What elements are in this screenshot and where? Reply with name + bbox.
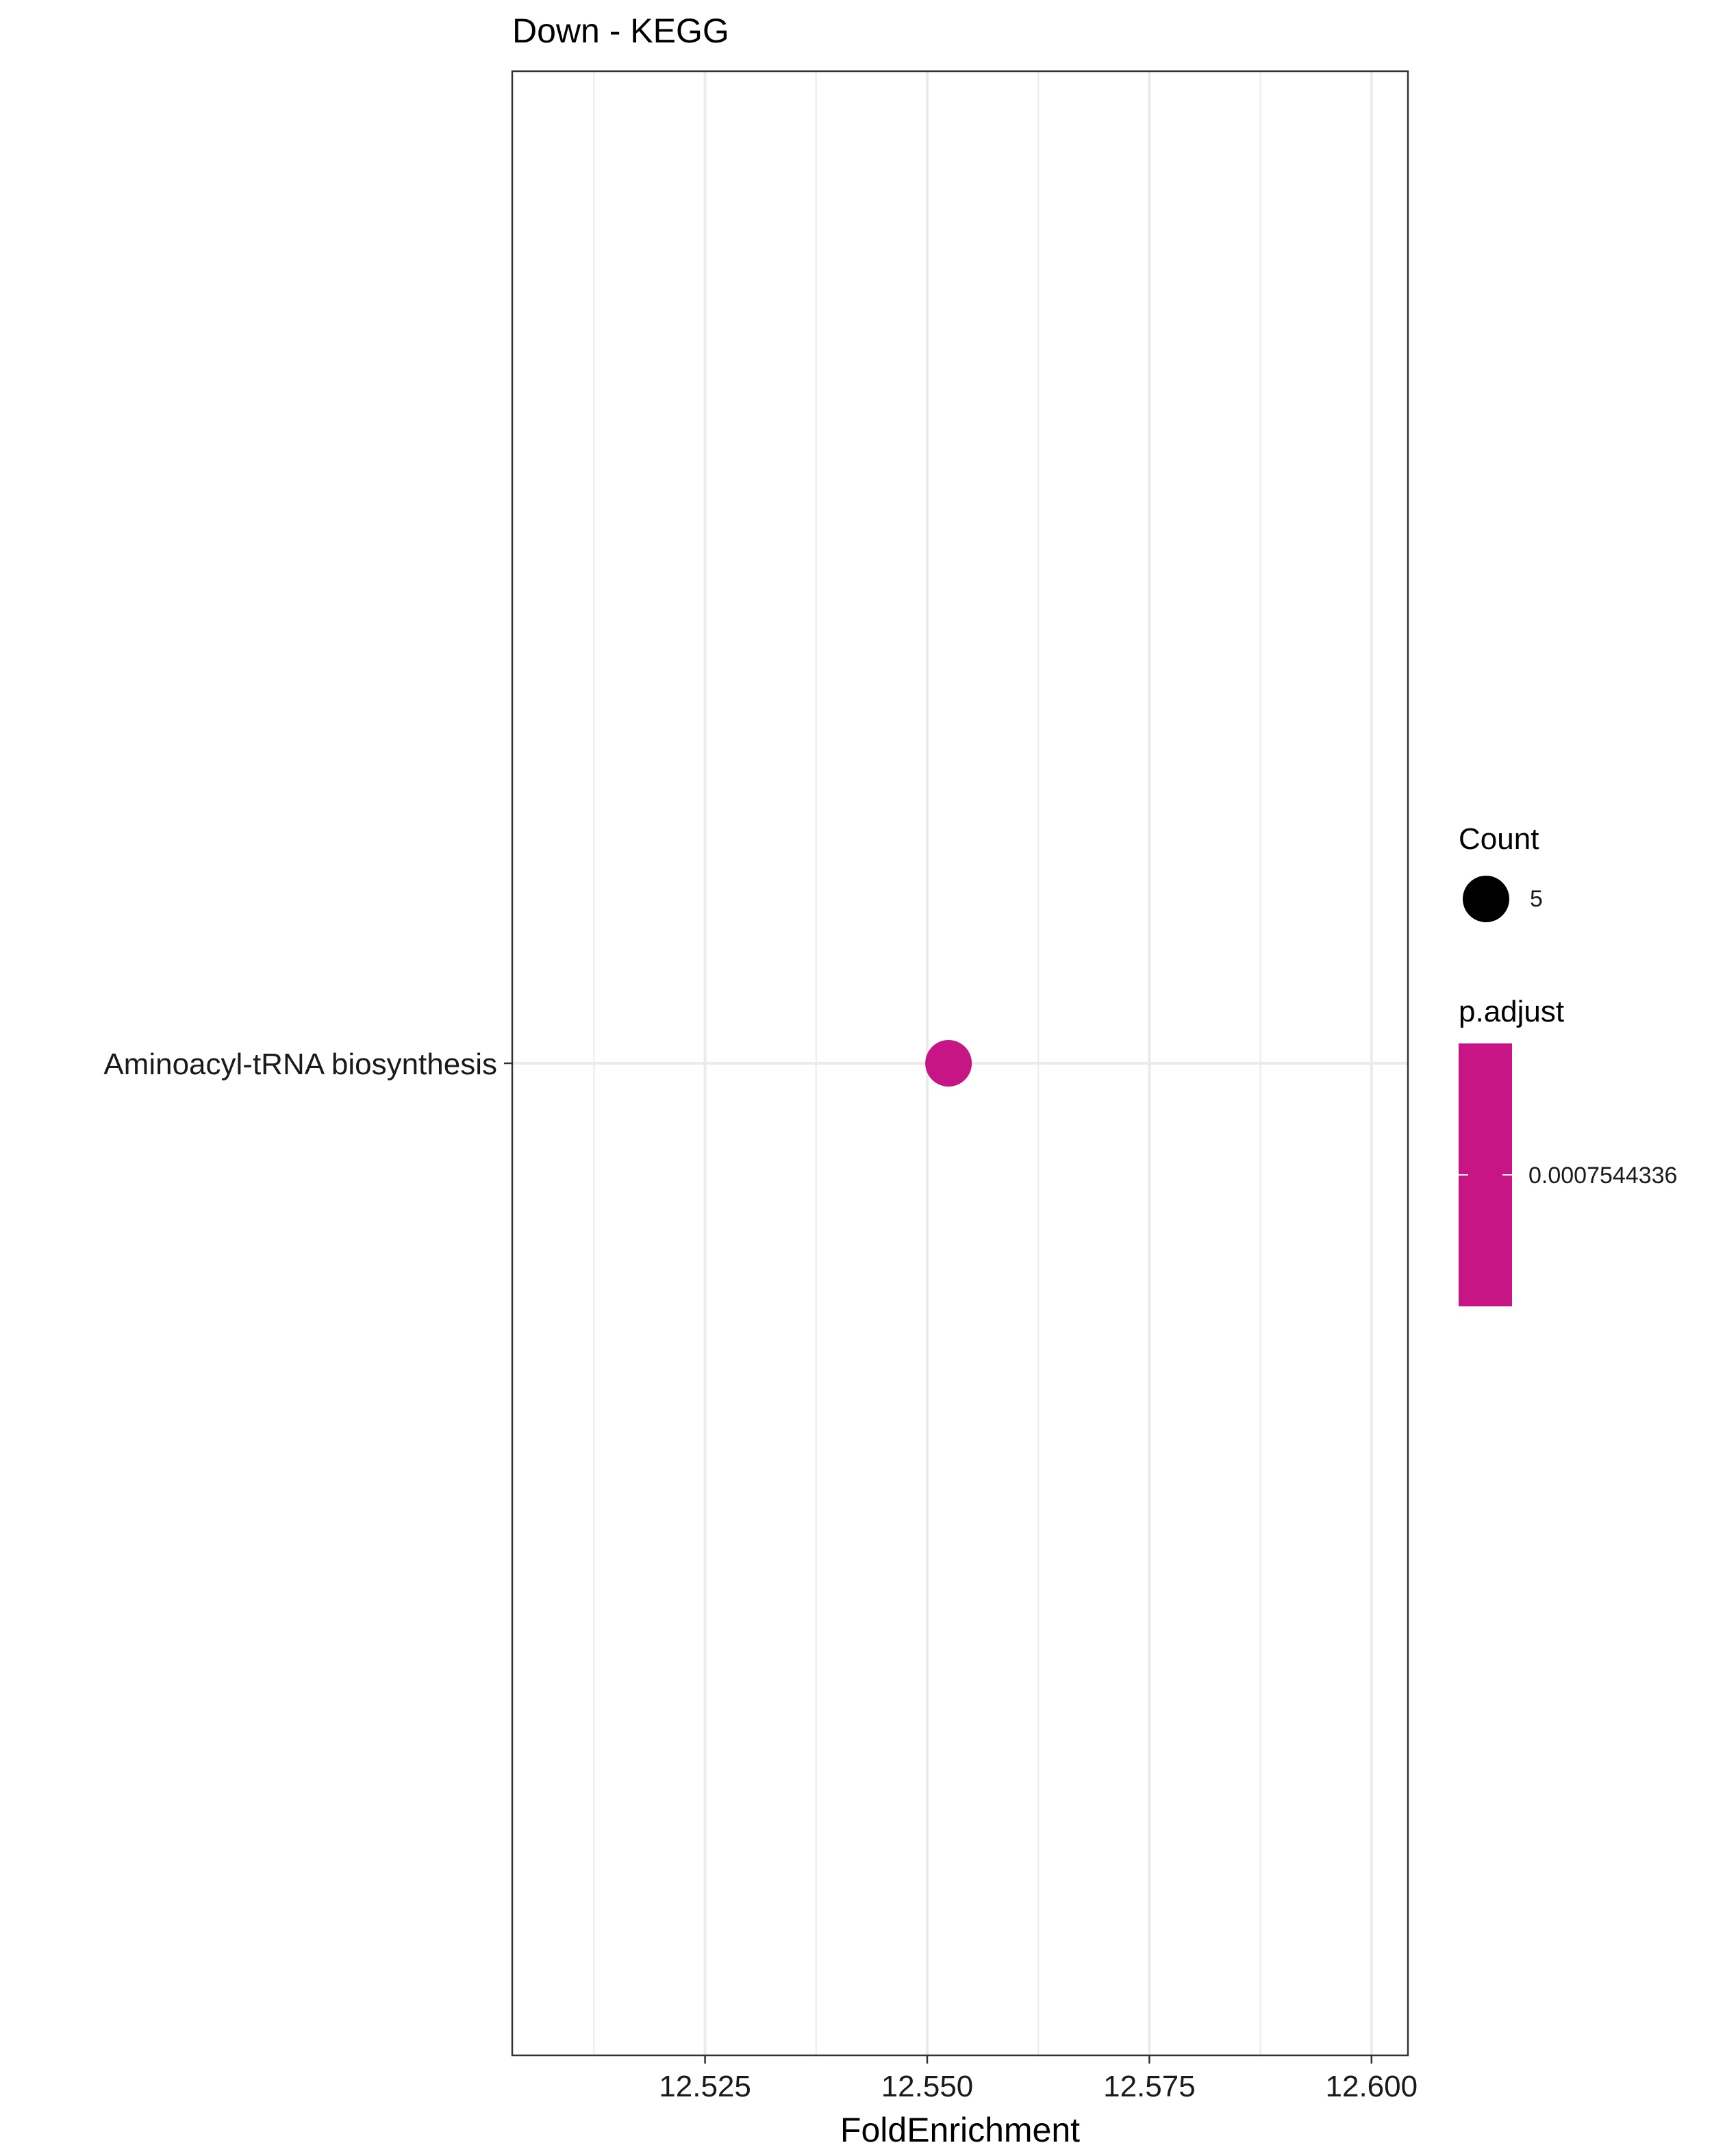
data-point [925,1040,972,1087]
legend-count-entries: 5 [1463,876,1543,922]
legend-count-symbol [1463,876,1509,922]
x-axis-title: FoldEnrichment [840,2111,1080,2149]
chart-title: Down - KEGG [512,12,729,50]
y-axis: Aminoacyl-tRNA biosynthesis [103,1048,512,1081]
legend-colorbar-labels: 0.0007544336 [1459,1163,1677,1189]
x-tick-label: 12.550 [881,2070,974,2103]
data-points [925,1040,972,1087]
x-tick-label: 12.525 [659,2070,751,2103]
x-axis: 12.525 12.550 12.575 12.600 [659,2055,1418,2103]
legend: Count 5 p.adjust 0.0007544336 [1459,822,1677,1306]
x-tick-label: 12.600 [1326,2070,1418,2103]
legend-padjust-title: p.adjust [1459,995,1564,1028]
x-tick-label: 12.575 [1103,2070,1196,2103]
legend-count-label: 5 [1530,886,1543,912]
y-tick-label: Aminoacyl-tRNA biosynthesis [103,1048,497,1081]
legend-padjust-label: 0.0007544336 [1528,1163,1677,1189]
legend-count-title: Count [1459,822,1539,856]
